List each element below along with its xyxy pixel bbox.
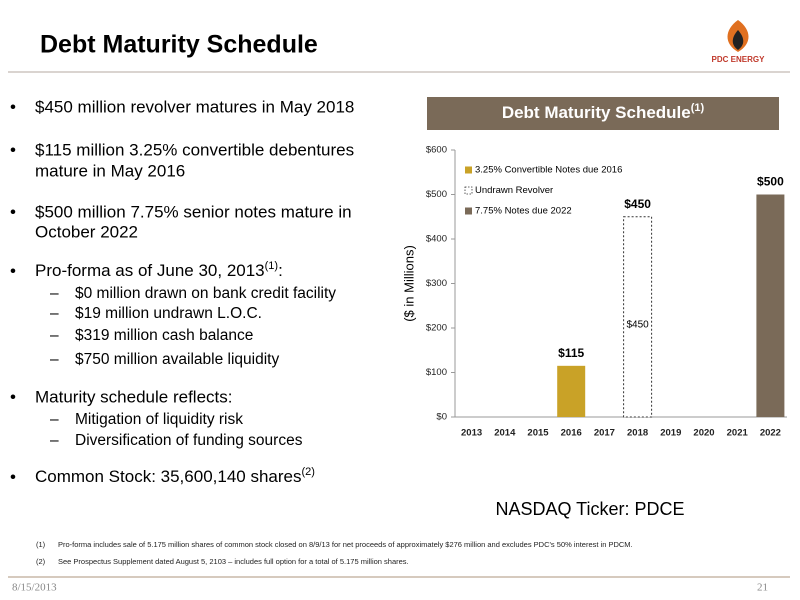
bullet: Common Stock: 35,600,140 shares(2)	[35, 466, 315, 487]
x-tick-label: 2013	[461, 428, 482, 439]
sub-bullet: $319 million cash balance	[75, 327, 253, 344]
sub-bullet: $750 million available liquidity	[75, 351, 279, 368]
bullet: $500 million 7.75% senior notes mature i…	[35, 202, 352, 221]
footnote: See Prospectus Supplement dated August 5…	[58, 557, 409, 566]
y-tick-label: $500	[426, 189, 447, 200]
bar	[557, 365, 586, 417]
chart: $0 $100 $200 $300 $400 $500 $600 ($ in Millions…	[401, 145, 787, 439]
logo: PDC ENERGY	[712, 20, 766, 64]
page-number: 21	[757, 582, 768, 594]
bullet: October 2022	[35, 222, 138, 241]
superscript: (1)	[691, 102, 705, 114]
logo-text: PDC ENERGY	[712, 55, 766, 64]
sub-dash: –	[50, 285, 59, 302]
bullet: mature in May 2016	[35, 161, 185, 180]
bullets: • $450 million revolver matures in May 2…	[10, 97, 354, 486]
x-tick-label: 2021	[727, 428, 749, 439]
ticker: NASDAQ Ticker: PDCE	[495, 499, 684, 519]
bullet-dot: •	[10, 261, 16, 280]
footnote-number: (1)	[36, 540, 46, 549]
legend-swatch	[465, 166, 472, 174]
panel-title-text: Debt Maturity Schedule	[502, 103, 691, 122]
data-label: $500	[757, 175, 784, 189]
bullet-dot: •	[10, 202, 16, 221]
bullet-dot: •	[10, 387, 16, 406]
inner-data-label: $450	[626, 320, 649, 331]
x-tick-label: 2014	[494, 428, 516, 439]
bullet-dot: •	[10, 467, 16, 486]
y-tick-label: $0	[436, 412, 447, 423]
x-tick-label: 2016	[561, 428, 582, 439]
x-tick-label: 2020	[693, 428, 714, 439]
sub-bullet: Diversification of funding sources	[75, 432, 303, 449]
y-axis-label: ($ in Millions)	[401, 245, 416, 322]
bullet: $450 million revolver matures in May 201…	[35, 97, 354, 116]
legend-label: 7.75% Notes due 2022	[475, 206, 572, 217]
sub-dash: –	[50, 351, 59, 368]
sub-dash: –	[50, 411, 59, 428]
panel-header	[427, 97, 779, 130]
footer-date: 8/15/2013	[12, 582, 57, 594]
bullet-text: :	[278, 261, 283, 280]
y-tick-label: $200	[426, 323, 447, 334]
bar	[756, 194, 785, 417]
sub-dash: –	[50, 432, 59, 449]
y-tick-label: $400	[426, 234, 447, 245]
bullet-dot: •	[10, 97, 16, 116]
x-tick-label: 2022	[760, 428, 781, 439]
y-tick-label: $300	[426, 278, 447, 289]
sub-bullet: Mitigation of liquidity risk	[75, 411, 243, 428]
superscript: (1)	[265, 260, 278, 272]
data-label: $115	[558, 346, 584, 360]
data-label: $450	[624, 197, 651, 211]
bullet: Maturity schedule reflects:	[35, 387, 232, 406]
sub-bullet: $19 million undrawn L.O.C.	[75, 305, 262, 322]
bullet-text: Pro-forma as of June 30, 2013	[35, 261, 265, 280]
slide-title: Debt Maturity Schedule	[40, 31, 318, 59]
x-tick-label: 2015	[527, 428, 549, 439]
y-tick-label: $100	[426, 367, 447, 378]
x-tick-label: 2019	[660, 428, 681, 439]
legend-swatch	[465, 207, 472, 215]
bullet: Pro-forma as of June 30, 2013(1):	[35, 260, 283, 281]
x-tick-label: 2017	[594, 428, 615, 439]
legend-label: 3.25% Convertible Notes due 2016	[475, 165, 622, 176]
sub-dash: –	[50, 327, 59, 344]
bullet: $115 million 3.25% convertible debenture…	[35, 140, 354, 159]
legend-swatch	[464, 186, 473, 195]
sub-dash: –	[50, 305, 59, 322]
sub-bullet: $0 million drawn on bank credit facility	[75, 285, 336, 302]
bullet-text: Common Stock: 35,600,140 shares	[35, 467, 301, 486]
footnote: Pro-forma includes sale of 5.175 million…	[58, 540, 633, 549]
y-tick-label: $600	[426, 145, 447, 156]
x-tick-label: 2018	[627, 428, 648, 439]
footnote-number: (2)	[36, 557, 46, 566]
legend-label: Undrawn Revolver	[475, 185, 553, 196]
bullet-dot: •	[10, 140, 16, 159]
panel-title: Debt Maturity Schedule(1)	[502, 102, 705, 123]
bar	[623, 216, 653, 418]
superscript: (2)	[301, 466, 314, 478]
